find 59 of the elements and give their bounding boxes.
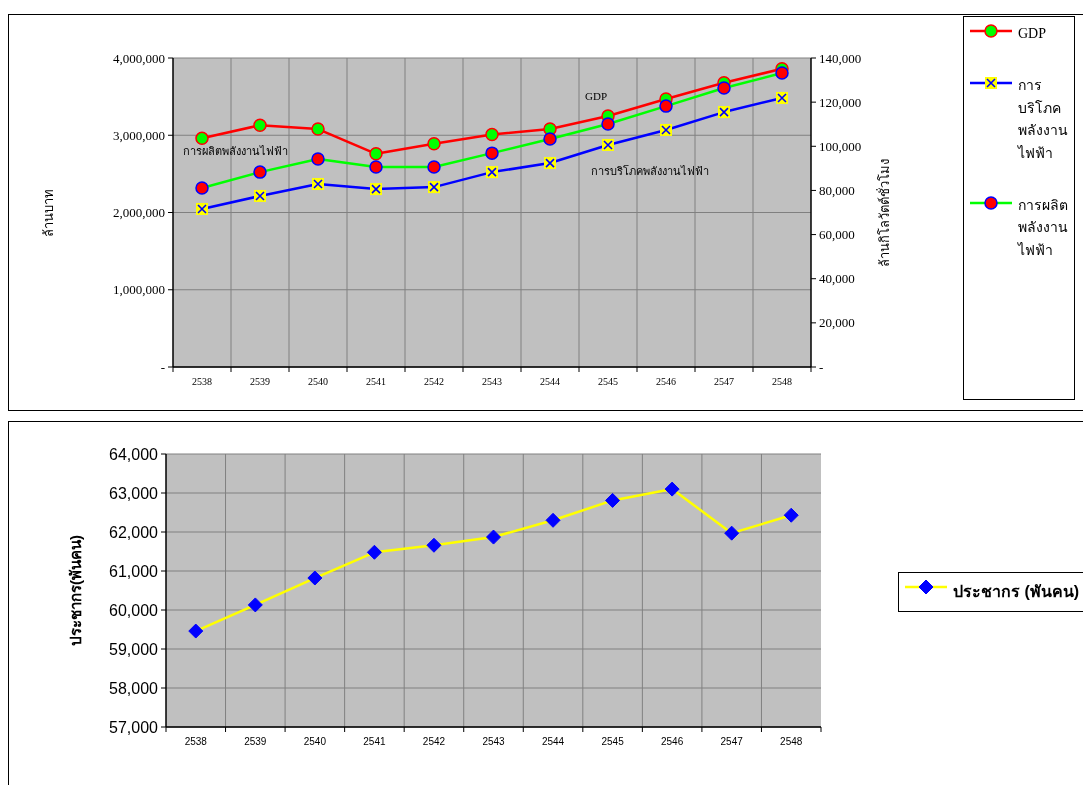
legend-label: การผลิตพลังงานไฟฟ้า <box>1018 196 1069 260</box>
x-tick-label: 2543 <box>482 376 502 387</box>
y-tick-label: 59,000 <box>109 640 159 658</box>
x-tick-label: 2541 <box>363 736 386 747</box>
x-tick-label: 2548 <box>780 736 803 747</box>
point <box>427 137 441 151</box>
y-tick-label: 58,000 <box>109 679 159 697</box>
x-tick-label: 2540 <box>308 376 328 387</box>
y-tick-label: 62,000 <box>109 523 159 541</box>
legend-label: GDP <box>1018 25 1047 43</box>
y2-tick-label: 120,000 <box>819 94 862 110</box>
x-tick-label: 2544 <box>541 736 565 747</box>
y-tick-label: 57,000 <box>109 718 159 736</box>
point <box>253 118 267 132</box>
point <box>485 127 499 142</box>
point <box>195 131 209 146</box>
y-tick-label: 2,000,000 <box>113 205 165 220</box>
y-tick-label: 64,000 <box>109 445 159 463</box>
y-tick-label: 60,000 <box>109 601 159 619</box>
y-tick-label: 3,000,000 <box>113 127 165 143</box>
x-tick-label: 2547 <box>714 376 734 387</box>
point <box>311 122 325 136</box>
y-tick-label: - <box>160 359 165 375</box>
x-tick-label: 2546 <box>656 376 676 387</box>
y-axis-title: ประชากร(พันคน) <box>67 535 84 646</box>
y2-tick-label: 20,000 <box>819 315 855 331</box>
y2-axis-title: ล้านกิโลวัตต์ชั่วโมง <box>876 158 892 267</box>
x-tick-label: 2548 <box>772 376 792 387</box>
y2-tick-label: - <box>819 359 824 375</box>
x-tick-label: 2546 <box>661 736 684 747</box>
x-tick-label: 2542 <box>422 736 446 747</box>
x-tick-label: 2539 <box>244 736 267 747</box>
y2-tick-label: 100,000 <box>819 138 862 154</box>
x-tick-label: 2542 <box>424 376 444 387</box>
x-tick-label: 2545 <box>598 376 618 387</box>
x-tick-label: 2539 <box>250 376 270 387</box>
y-tick-label: 1,000,000 <box>113 282 165 298</box>
legend-label: ประชากร (พันคน) <box>953 582 1080 602</box>
y-axis-title: ล้านบาท <box>41 188 56 237</box>
annotation: การผลิตพลังงานไฟฟ้า <box>183 145 288 157</box>
x-tick-label: 2547 <box>720 736 744 747</box>
x-tick-label: 2543 <box>482 736 506 747</box>
x-tick-label: 2544 <box>540 376 560 387</box>
y2-tick-label: 60,000 <box>819 227 855 243</box>
x-tick-label: 2540 <box>303 736 327 747</box>
annotation: การบริโภคพลังงานไฟฟ้า <box>591 164 709 177</box>
y2-tick-label: 40,000 <box>819 271 855 287</box>
x-tick-label: 2545 <box>601 736 625 747</box>
x-tick-label: 2538 <box>192 376 212 387</box>
y-tick-label: 61,000 <box>109 562 159 580</box>
y-tick-label: 63,000 <box>109 484 159 502</box>
y-tick-label: 4,000,000 <box>113 50 165 66</box>
annotation: GDP <box>585 90 608 102</box>
x-tick-label: 2541 <box>366 376 386 387</box>
legend-label: การบริโภคพลังงานไฟฟ้า <box>1018 77 1069 163</box>
point <box>369 147 383 161</box>
y2-tick-label: 140,000 <box>819 50 862 66</box>
x-tick-label: 2538 <box>184 736 208 747</box>
y2-tick-label: 80,000 <box>819 182 855 198</box>
